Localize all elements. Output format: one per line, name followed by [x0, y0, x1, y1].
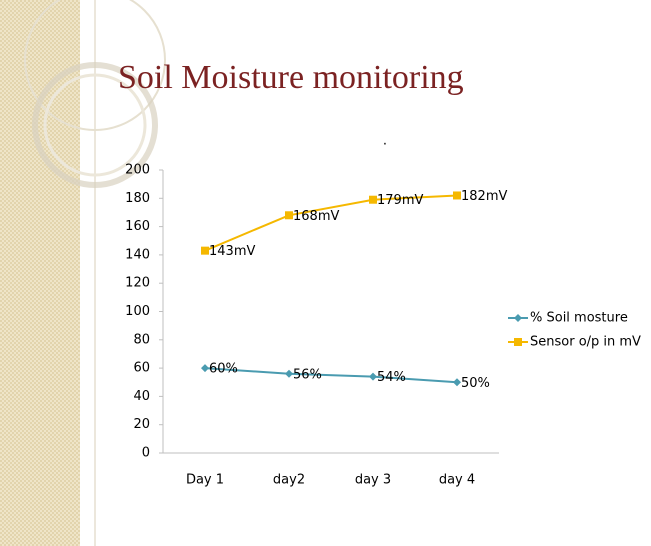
page: Soil Moisture monitoring . 0 20 40 60 80 100 1… — [0, 0, 651, 546]
chart-title: Soil Moisture monitoring — [118, 59, 464, 96]
legend-label: % Soil mosture — [530, 311, 628, 326]
marker — [369, 196, 377, 204]
y-tick-label: 120 — [125, 276, 150, 291]
y-tick-label: 200 — [125, 163, 150, 178]
y-tick-label: 40 — [133, 389, 150, 404]
data-label: 182mV — [461, 189, 507, 204]
marker — [453, 191, 461, 199]
data-label: 179mV — [377, 193, 423, 208]
y-tick-label: 0 — [142, 446, 150, 461]
marker — [201, 364, 209, 372]
marker — [285, 370, 293, 378]
slide: Soil Moisture monitoring . 0 20 40 60 80 100 1… — [0, 0, 651, 546]
y-tick-label: 80 — [133, 332, 150, 347]
y-tick-label: 20 — [133, 417, 150, 432]
legend-label: Sensor o/p in mV — [530, 335, 641, 350]
marker — [514, 314, 522, 322]
x-tick-label: day2 — [273, 473, 305, 488]
y-tick-label: 60 — [133, 361, 150, 376]
data-label: 50% — [461, 376, 490, 391]
y-tick-label: 160 — [125, 219, 150, 234]
data-label: 143mV — [209, 244, 255, 259]
marker — [453, 378, 461, 386]
marker — [514, 338, 522, 346]
x-tick-label: day 4 — [439, 473, 475, 488]
y-tick-label: 180 — [125, 191, 150, 206]
y-tick-label: 140 — [125, 247, 150, 262]
y-tick-label: 100 — [125, 304, 150, 319]
marker — [285, 211, 293, 219]
data-label: 56% — [293, 367, 322, 382]
data-label: 54% — [377, 370, 406, 385]
data-label: 168mV — [293, 209, 339, 224]
annotation: . — [383, 134, 387, 149]
series-line — [205, 368, 457, 382]
marker — [201, 247, 209, 255]
x-tick-label: day 3 — [355, 473, 391, 488]
data-label: 60% — [209, 362, 238, 377]
marker — [369, 373, 377, 381]
x-tick-label: Day 1 — [186, 473, 224, 488]
